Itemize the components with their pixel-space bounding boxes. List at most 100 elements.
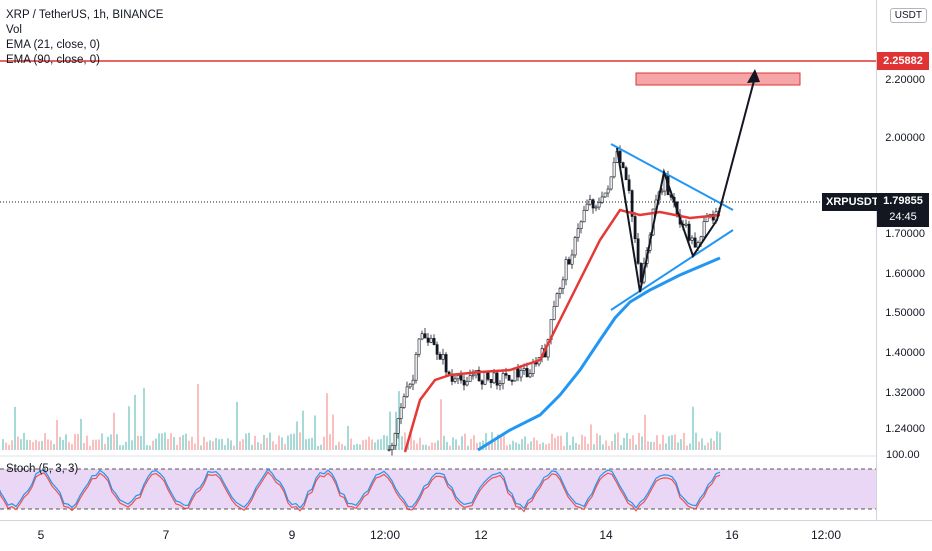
volume-bar <box>113 412 115 450</box>
volume-bar <box>689 443 691 450</box>
volume-bar <box>260 443 262 450</box>
candle-body <box>522 368 526 371</box>
volume-bar <box>692 406 694 450</box>
volume-bar <box>563 445 565 450</box>
volume-bar <box>275 444 277 450</box>
volume-bar <box>377 439 379 450</box>
volume-bar <box>290 433 292 450</box>
candle-body <box>579 221 583 229</box>
volume-bar <box>149 445 151 450</box>
volume-bar <box>620 445 622 450</box>
volume-bar <box>263 434 265 450</box>
candle-body <box>429 338 433 343</box>
arrow-head-icon <box>747 69 760 83</box>
volume-bar <box>617 432 619 450</box>
volume-bar <box>86 435 88 450</box>
time-label: 12:00 <box>810 528 842 542</box>
volume-bar <box>641 436 643 450</box>
volume-bar <box>665 443 667 450</box>
candle-body <box>489 379 493 384</box>
candle-body <box>687 223 691 241</box>
time-label: 16 <box>725 528 739 542</box>
price-tick: 2.20000 <box>885 74 925 86</box>
volume-bar <box>311 437 313 450</box>
volume-bar <box>443 435 445 450</box>
volume-bar <box>158 433 160 450</box>
volume-bar <box>44 433 46 450</box>
volume-bar <box>386 435 388 450</box>
volume-bar <box>338 441 340 450</box>
volume-bar <box>611 441 613 450</box>
ema21-line <box>403 208 721 453</box>
volume-bar <box>125 441 127 450</box>
volume-bar <box>251 444 253 450</box>
volume-bars <box>2 384 721 450</box>
volume-bar <box>50 440 52 450</box>
volume-bar <box>218 439 220 450</box>
candle-body <box>561 279 565 289</box>
candle-body <box>483 372 487 385</box>
price-axis[interactable]: USDT 2.20000 2.00000 1.70000 1.60000 1.5… <box>876 0 932 520</box>
volume-bar <box>104 443 106 450</box>
volume-bar <box>461 436 463 450</box>
ema-lines <box>403 208 721 453</box>
volume-bar <box>578 444 580 450</box>
volume-bar <box>515 442 517 450</box>
volume-bar <box>278 435 280 450</box>
candle-body <box>405 386 409 397</box>
candle-body <box>486 372 490 380</box>
vol-indicator-label[interactable]: Vol <box>6 24 22 36</box>
volume-bar <box>623 437 625 450</box>
volume-bar <box>371 439 373 450</box>
candle-countdown: 24:45 <box>889 211 917 223</box>
time-label: 7 <box>162 528 170 542</box>
currency-badge[interactable]: USDT <box>889 8 927 23</box>
volume-bar <box>479 441 481 450</box>
volume-bar <box>713 440 715 450</box>
volume-bar <box>542 442 544 450</box>
volume-bar <box>596 433 598 450</box>
volume-bar <box>314 415 316 450</box>
ema90-label[interactable]: EMA (90, close, 0) <box>6 54 100 66</box>
candle-body <box>573 237 577 256</box>
volume-bar <box>308 438 310 450</box>
candle-body <box>465 381 469 386</box>
candle-body <box>630 190 634 217</box>
pattern-projection[interactable] <box>616 76 756 293</box>
volume-bar <box>656 435 658 450</box>
stoch-label[interactable]: Stoch (5, 3, 3) <box>6 463 79 475</box>
candle-body <box>600 196 604 203</box>
volume-bar <box>101 433 103 450</box>
volume-bar <box>368 436 370 450</box>
volume-bar <box>329 434 331 450</box>
volume-bar <box>74 433 76 450</box>
volume-bar <box>62 439 64 450</box>
volume-bar <box>212 441 214 450</box>
triangle-lower-line[interactable] <box>610 229 734 311</box>
candle-body <box>504 373 508 376</box>
triangle-upper-line[interactable] <box>610 143 734 211</box>
volume-bar <box>608 445 610 450</box>
volume-bar <box>245 433 247 450</box>
volume-bar <box>128 406 130 450</box>
volume-bar <box>539 443 541 450</box>
candle-body <box>513 368 517 382</box>
ema21-label[interactable]: EMA (21, close, 0) <box>6 39 100 51</box>
target-zone[interactable] <box>635 72 801 86</box>
volume-bar <box>92 439 94 450</box>
candle-body <box>567 259 571 265</box>
volume-bar <box>209 440 211 450</box>
volume-bar <box>647 441 649 450</box>
candle-body <box>531 362 535 374</box>
volume-bar <box>236 401 238 450</box>
volume-bar <box>416 443 418 450</box>
volume-bar <box>503 435 505 450</box>
candle-body <box>621 162 625 168</box>
volume-bar <box>221 438 223 450</box>
volume-bar <box>677 442 679 450</box>
volume-bar <box>29 440 31 450</box>
volume-bar <box>425 444 427 450</box>
time-axis[interactable]: 5 7 9 12:00 12 14 16 12:00 <box>0 520 932 551</box>
symbol-title[interactable]: XRP / TetherUS, 1h, BINANCE <box>6 9 164 21</box>
